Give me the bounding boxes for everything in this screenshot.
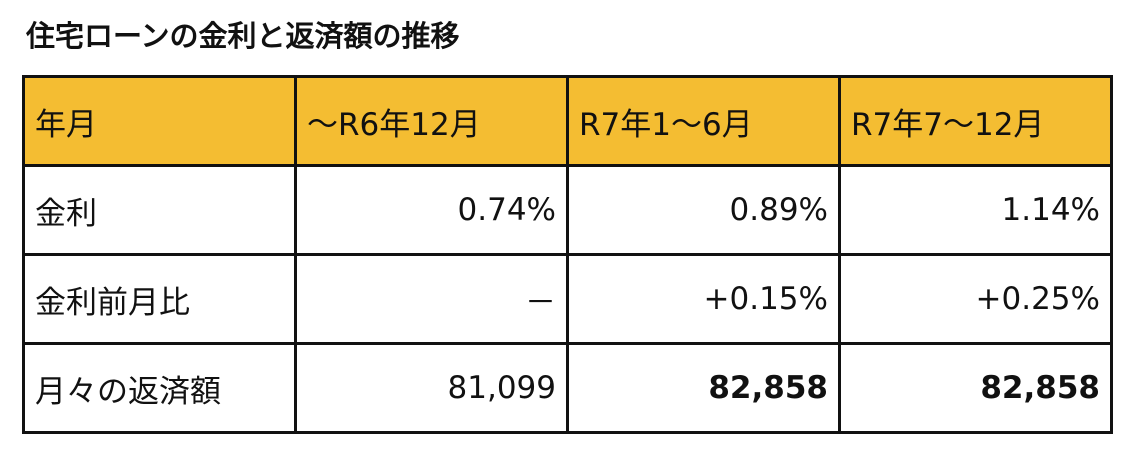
cell: 82,858 [838, 342, 1113, 434]
row: 金利前月比 － +0.15% +0.25% [22, 253, 1113, 345]
row-label: 金利 [22, 164, 297, 256]
cell: +0.15% [566, 253, 841, 345]
row-label: 金利前月比 [22, 253, 297, 345]
cell: 0.74% [294, 164, 569, 256]
cell: 82,858 [566, 342, 841, 434]
column-header: R7年1～6月 [566, 75, 841, 167]
row-label: 月々の返済額 [22, 342, 297, 434]
cell: － [294, 253, 569, 345]
column-header: 年月 [22, 75, 297, 167]
column-header: ～R6年12月 [294, 75, 569, 167]
column-header: R7年7～12月 [838, 75, 1113, 167]
rate-table: 年月 ～R6年12月 R7年1～6月 R7年7～12月 金利 0.74% 0.8… [22, 75, 1113, 434]
row: 金利 0.74% 0.89% 1.14% [22, 164, 1113, 256]
row: 月々の返済額 81,099 82,858 82,858 [22, 342, 1113, 434]
cell: +0.25% [838, 253, 1113, 345]
title: 住宅ローンの金利と返済額の推移 [26, 19, 460, 53]
header-row: 年月 ～R6年12月 R7年1～6月 R7年7～12月 [22, 75, 1113, 167]
cell: 1.14% [838, 164, 1113, 256]
cell: 81,099 [294, 342, 569, 434]
cell: 0.89% [566, 164, 841, 256]
